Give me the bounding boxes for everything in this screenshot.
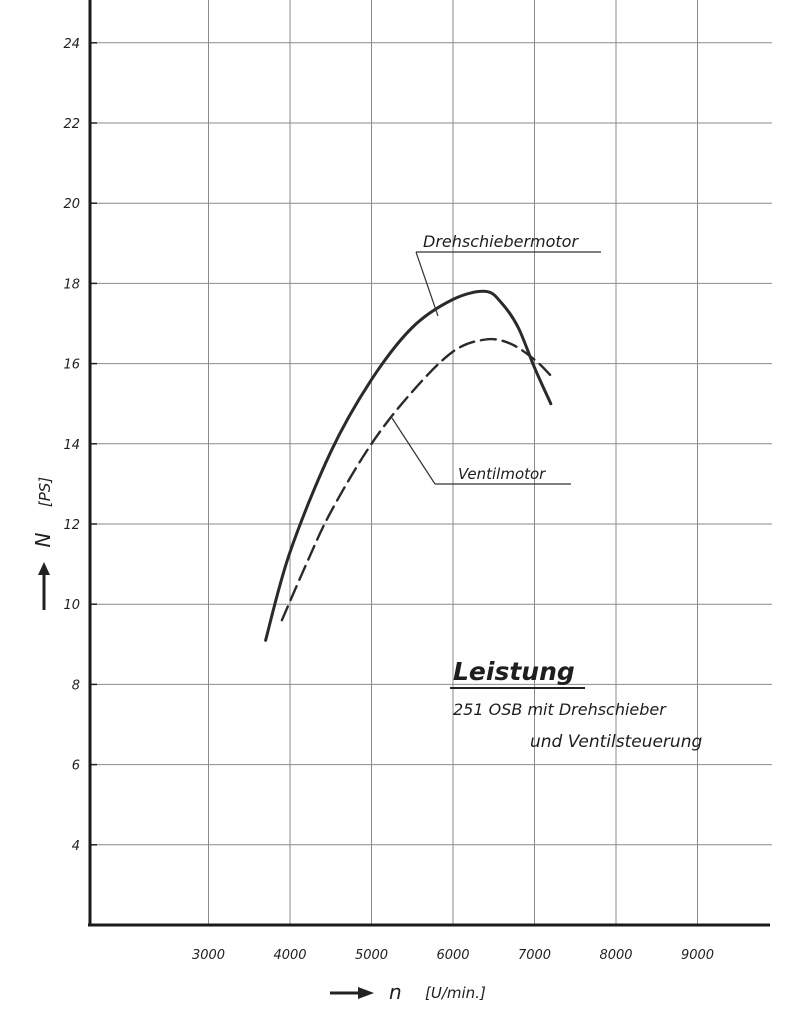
leader-line-ventilmotor <box>391 417 436 485</box>
y-tick-label: 4 <box>72 839 80 854</box>
x-tick-label: 3000 <box>192 948 225 963</box>
y-tick-label: 14 <box>63 438 80 453</box>
x-tick-label: 8000 <box>599 948 632 963</box>
x-tick-label: 9000 <box>681 948 714 963</box>
x-axis-arrow-icon <box>358 987 374 999</box>
y-tick-label: 6 <box>72 759 80 774</box>
x-tick-label: 5000 <box>355 948 388 963</box>
y-tick-label: 24 <box>63 37 80 52</box>
y-axis-unit: [PS] <box>36 477 54 507</box>
x-axis-unit: [U/min.] <box>425 984 486 1002</box>
y-tick-label: 12 <box>63 518 80 533</box>
y-tick-label: 20 <box>63 197 80 212</box>
horizontal-gridlines <box>90 42 772 846</box>
x-tick-label: 4000 <box>273 948 306 963</box>
series-lines <box>264 289 553 642</box>
y-axis-arrow-icon <box>38 562 50 575</box>
x-tick-labels: 3000 4000 5000 6000 7000 8000 9000 <box>192 948 714 963</box>
y-tick-label: 18 <box>63 277 80 292</box>
chart-title: Leistung <box>453 657 575 686</box>
series-label-drehschiebermotor: Drehschiebermotor <box>423 232 579 251</box>
y-tick-label: 8 <box>72 678 80 693</box>
series-line-ventilmotor <box>280 337 552 622</box>
x-tick-label: 6000 <box>436 948 469 963</box>
x-tick-label: 7000 <box>518 948 551 963</box>
y-axis-label-group: N [PS] <box>31 477 55 610</box>
chart-subtitle-line2: und Ventilsteuerung <box>530 732 702 752</box>
chart-subtitle-line1: 251 OSB mit Drehschieber <box>453 700 667 719</box>
vertical-gridlines <box>208 0 698 925</box>
y-tick-label: 22 <box>63 117 80 132</box>
y-tick-labels: 4 6 8 10 12 14 16 18 20 22 24 <box>63 37 97 854</box>
y-tick-label: 16 <box>63 358 80 373</box>
y-tick-label: 10 <box>63 598 80 613</box>
x-axis-label: n <box>389 980 402 1004</box>
y-axis-label: N <box>31 532 55 547</box>
series-line-drehschiebermotor <box>264 289 553 642</box>
series-label-ventilmotor: Ventilmotor <box>458 465 546 483</box>
leader-line-drehschiebermotor <box>415 251 439 317</box>
